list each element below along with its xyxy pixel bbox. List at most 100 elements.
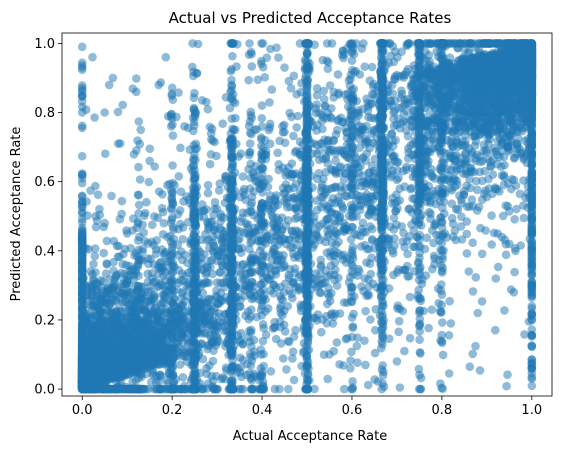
- data-point: [438, 384, 448, 394]
- data-point: [227, 86, 236, 95]
- data-point: [437, 307, 446, 317]
- scatter-points: [77, 39, 537, 394]
- data-point: [159, 218, 169, 228]
- data-point: [378, 361, 388, 370]
- data-point: [304, 364, 313, 373]
- data-point: [258, 336, 268, 346]
- data-point: [168, 187, 177, 197]
- data-point: [347, 384, 356, 394]
- data-point: [438, 350, 448, 360]
- data-point: [346, 364, 355, 373]
- data-point: [378, 324, 387, 334]
- data-point: [90, 244, 100, 253]
- data-point: [257, 39, 266, 48]
- data-point: [134, 117, 144, 126]
- data-point: [527, 279, 537, 289]
- data-point: [257, 114, 267, 123]
- data-point: [77, 169, 87, 178]
- data-point: [378, 266, 388, 275]
- data-point: [436, 245, 445, 254]
- data-point: [168, 131, 178, 140]
- data-point: [280, 63, 289, 72]
- data-point: [437, 330, 447, 340]
- data-point: [167, 205, 176, 214]
- data-point: [189, 93, 199, 103]
- data-point: [527, 293, 537, 303]
- data-point: [415, 253, 424, 263]
- data-point: [228, 161, 238, 171]
- data-point: [377, 317, 387, 327]
- data-point: [77, 266, 87, 276]
- data-point: [77, 253, 87, 263]
- chart-title: Actual vs Predicted Acceptance Rates: [169, 9, 452, 27]
- data-point: [167, 91, 177, 101]
- data-point: [227, 114, 237, 123]
- data-point: [226, 214, 236, 224]
- data-point: [527, 381, 537, 391]
- data-point: [190, 108, 200, 117]
- data-point: [446, 319, 456, 328]
- data-point: [132, 74, 141, 83]
- data-point: [227, 75, 236, 85]
- data-point: [226, 66, 236, 76]
- data-point: [227, 376, 236, 385]
- data-point: [392, 357, 402, 366]
- data-point: [527, 342, 537, 352]
- data-point: [303, 376, 312, 385]
- data-point: [527, 166, 537, 176]
- data-point: [189, 154, 199, 163]
- data-point: [347, 56, 357, 65]
- data-point: [257, 101, 267, 110]
- data-point: [415, 335, 424, 345]
- data-point: [134, 162, 143, 172]
- data-point: [303, 313, 312, 323]
- data-point: [378, 371, 388, 380]
- data-point: [415, 319, 425, 329]
- data-point: [527, 260, 537, 270]
- data-point: [104, 80, 114, 90]
- data-point: [77, 236, 87, 245]
- data-point: [77, 151, 87, 161]
- data-point: [247, 62, 257, 71]
- data-point: [196, 339, 206, 348]
- data-point: [348, 377, 357, 386]
- data-point: [473, 308, 483, 318]
- data-point: [416, 349, 425, 358]
- data-point: [437, 337, 447, 346]
- data-point: [378, 331, 387, 341]
- data-point: [177, 294, 186, 303]
- data-point: [415, 293, 425, 303]
- data-point: [527, 330, 537, 340]
- data-point: [77, 91, 87, 100]
- data-point: [527, 365, 537, 374]
- data-point: [77, 178, 87, 188]
- data-point: [303, 384, 313, 394]
- data-point: [77, 65, 87, 74]
- data-point: [77, 42, 87, 52]
- data-point: [438, 318, 447, 327]
- data-point: [527, 372, 537, 382]
- data-point: [100, 108, 109, 117]
- data-point: [347, 347, 356, 357]
- data-point: [258, 62, 268, 72]
- data-point: [491, 274, 501, 283]
- data-point: [376, 343, 386, 353]
- data-point: [122, 313, 131, 322]
- data-point: [228, 51, 237, 61]
- data-point: [361, 360, 370, 370]
- data-point: [416, 384, 426, 394]
- data-point: [134, 191, 143, 200]
- data-point: [244, 75, 253, 85]
- data-point: [437, 218, 447, 227]
- data-point: [145, 156, 154, 166]
- data-point: [378, 310, 387, 319]
- data-point: [135, 175, 145, 184]
- data-point: [77, 123, 87, 133]
- data-point: [527, 216, 537, 225]
- data-point: [134, 200, 144, 210]
- data-point: [376, 292, 386, 302]
- data-point: [527, 209, 537, 219]
- data-point: [348, 323, 358, 333]
- data-point: [168, 161, 177, 170]
